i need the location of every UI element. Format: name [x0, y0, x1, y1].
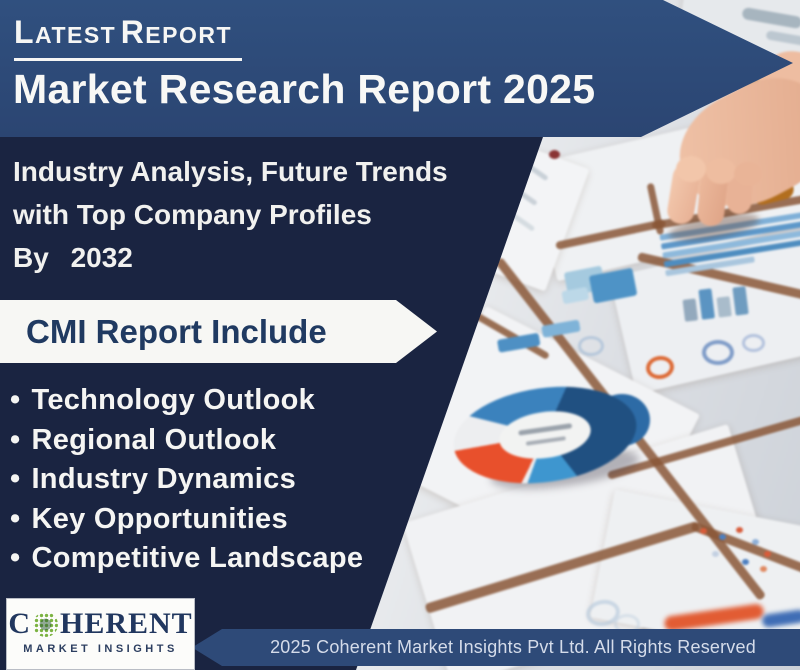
bullet-icon: • [10, 423, 21, 456]
scatter-dot [736, 527, 743, 533]
scatter-dot [712, 551, 719, 557]
list-item-label: Industry Dynamics [31, 463, 297, 496]
latest-report-tag: Latest Report [14, 12, 243, 61]
scatter-dot [719, 534, 726, 540]
red-dot-graphic [549, 150, 560, 159]
list-item-label: Key Opportunities [31, 502, 288, 535]
tag-word: Report [120, 14, 233, 50]
report-include-list: • Technology Outlook • Regional Outlook … [10, 381, 363, 579]
bullet-icon: • [10, 384, 21, 417]
scatter-dot [700, 528, 707, 534]
circle-chart-graphic [742, 334, 765, 352]
include-heading-ribbon: CMI Report Include [0, 300, 437, 363]
bullet-icon: • [10, 542, 21, 575]
logo-letter: C [8, 607, 31, 640]
subtitle-line: with Top Company Profiles [13, 199, 372, 230]
list-item: • Industry Dynamics [10, 460, 363, 500]
tag-word: Latest [14, 14, 117, 50]
logo-tagline: MARKET INSIGHTS [23, 643, 178, 655]
footer-ribbon: 2025 Coherent Market Insights Pvt Ltd. A… [192, 629, 800, 666]
scatter-dot [760, 566, 767, 572]
globe-icon [32, 611, 58, 637]
bullet-icon: • [10, 463, 21, 496]
bullet-icon: • [10, 502, 21, 535]
knuckle-graphic [734, 162, 762, 186]
scatter-dot [752, 539, 759, 545]
list-item: • Technology Outlook [10, 381, 363, 421]
subtitle-line: Industry Analysis, Future Trends [13, 156, 448, 187]
scatter-dot [764, 551, 771, 557]
list-item-label: Regional Outlook [31, 423, 277, 456]
page-title: Market Research Report 2025 [13, 66, 596, 112]
subtitle-line: By 2032 [13, 242, 133, 273]
logo-letters: HERENT [59, 607, 193, 640]
copyright-text: 2025 Coherent Market Insights Pvt Ltd. A… [270, 637, 756, 657]
knuckle-graphic [676, 156, 706, 182]
logo-wordmark: C HERENT [7, 607, 194, 641]
list-item: • Competitive Landscape [10, 539, 363, 579]
list-item-label: Competitive Landscape [31, 542, 364, 575]
top-arrow-band [0, 0, 793, 137]
coherent-logo: C HERENT MARKET INSIGHTS [6, 598, 195, 670]
list-item: • Regional Outlook [10, 421, 363, 461]
circle-chart-graphic [702, 340, 734, 365]
list-item: • Key Opportunities [10, 500, 363, 540]
scatter-dot [742, 559, 749, 565]
include-heading: CMI Report Include [26, 313, 327, 350]
knuckle-graphic [706, 158, 736, 184]
circle-chart-graphic [578, 336, 604, 356]
subtitle: Industry Analysis, Future Trends with To… [13, 150, 448, 279]
list-item-label: Technology Outlook [31, 384, 316, 417]
